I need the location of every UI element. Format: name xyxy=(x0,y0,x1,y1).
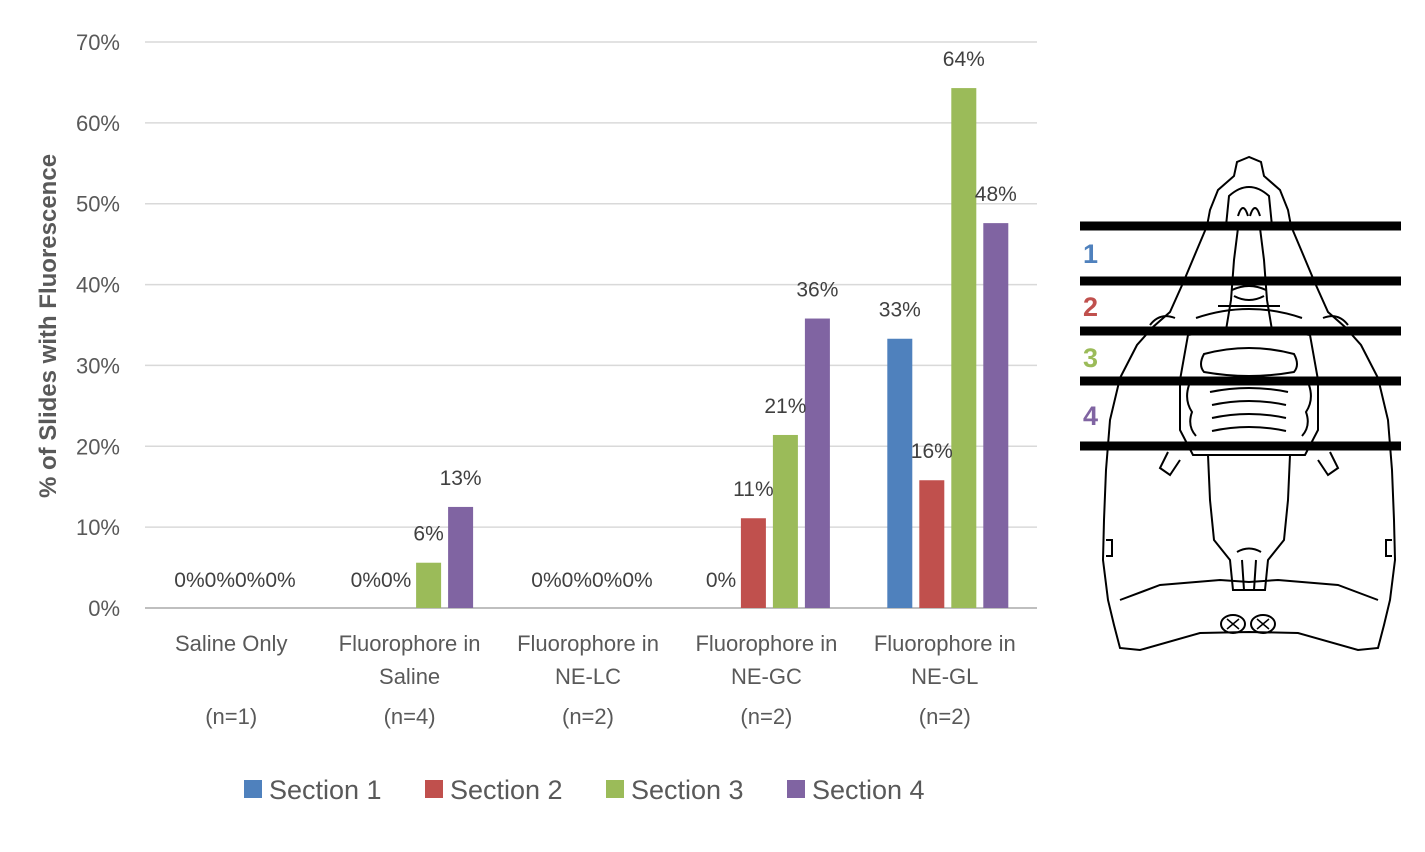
legend-swatch xyxy=(606,780,624,798)
zero-data-label: 0%0% xyxy=(351,569,412,592)
category-n-label: (n=2) xyxy=(919,704,971,729)
bars xyxy=(416,88,1009,609)
bar xyxy=(772,434,798,608)
data-label: 64% xyxy=(943,48,985,71)
data-label: 11% xyxy=(733,478,773,501)
category-label: NE-LC xyxy=(555,664,621,689)
y-tick-label: 40% xyxy=(76,273,120,298)
category-label: Saline xyxy=(379,664,440,689)
y-tick-label: 0% xyxy=(88,596,120,621)
bar xyxy=(887,338,913,608)
bar xyxy=(951,88,977,609)
category-label: Saline Only xyxy=(175,631,288,656)
data-label: 36% xyxy=(796,279,838,302)
data-label: 6% xyxy=(413,523,443,546)
data-label: 21% xyxy=(764,395,806,418)
legend-swatch xyxy=(787,780,805,798)
legend-label: Section 3 xyxy=(631,775,744,805)
legend: Section 1 Section 2 Section 3 Section 4 xyxy=(244,775,925,805)
section-number-label: 2 xyxy=(1083,292,1098,322)
skull-diagram xyxy=(1101,155,1397,652)
section-number-label: 1 xyxy=(1083,239,1098,269)
category-label: NE-GL xyxy=(911,664,978,689)
data-labels: 6%13% 11%21%36%33%16%64%48%0%0%0%0% 0%0% 0%… xyxy=(174,48,1017,592)
category-labels: Saline Only (n=1) Fluorophore in Saline (n=4… xyxy=(175,631,1016,729)
zero-data-label: 0%0%0%0% xyxy=(531,569,652,592)
legend-label: Section 1 xyxy=(269,775,382,805)
data-label: 48% xyxy=(975,183,1017,206)
legend-swatch xyxy=(244,780,262,798)
bar xyxy=(740,518,766,608)
legend-label: Section 2 xyxy=(450,775,563,805)
bar xyxy=(804,318,830,608)
zero-data-label: 0% xyxy=(706,569,736,592)
y-axis-ticks: 0% 10% 20% 30% 40% 50% 60% 70% xyxy=(76,30,120,621)
category-label: Fluorophore in xyxy=(874,631,1016,656)
section-number-label: 4 xyxy=(1083,401,1098,431)
legend-swatch xyxy=(425,780,443,798)
category-n-label: (n=2) xyxy=(740,704,792,729)
y-axis-label: % of Slides with Fluorescence xyxy=(35,154,62,498)
category-label: Fluorophore in xyxy=(339,631,481,656)
y-tick-label: 10% xyxy=(76,515,120,540)
y-tick-label: 20% xyxy=(76,434,120,459)
zero-data-label: 0%0%0%0% xyxy=(174,569,295,592)
bar xyxy=(448,506,474,608)
y-tick-label: 50% xyxy=(76,192,120,217)
section-numbers: 1 2 3 4 xyxy=(1083,239,1098,431)
bar xyxy=(416,562,442,608)
bar xyxy=(983,223,1009,608)
category-n-label: (n=1) xyxy=(205,704,257,729)
data-label: 33% xyxy=(879,299,921,322)
category-n-label: (n=4) xyxy=(384,704,436,729)
bar xyxy=(919,480,945,608)
data-label: 13% xyxy=(440,467,482,490)
category-label: Fluorophore in xyxy=(695,631,837,656)
y-tick-label: 60% xyxy=(76,111,120,136)
section-lines xyxy=(1080,221,1401,451)
data-label: 16% xyxy=(911,440,953,463)
legend-label: Section 4 xyxy=(812,775,925,805)
section-number-label: 3 xyxy=(1083,343,1098,373)
category-label: Fluorophore in xyxy=(517,631,659,656)
y-tick-label: 70% xyxy=(76,30,120,55)
category-label: NE-GC xyxy=(731,664,802,689)
category-n-label: (n=2) xyxy=(562,704,614,729)
y-tick-label: 30% xyxy=(76,353,120,378)
